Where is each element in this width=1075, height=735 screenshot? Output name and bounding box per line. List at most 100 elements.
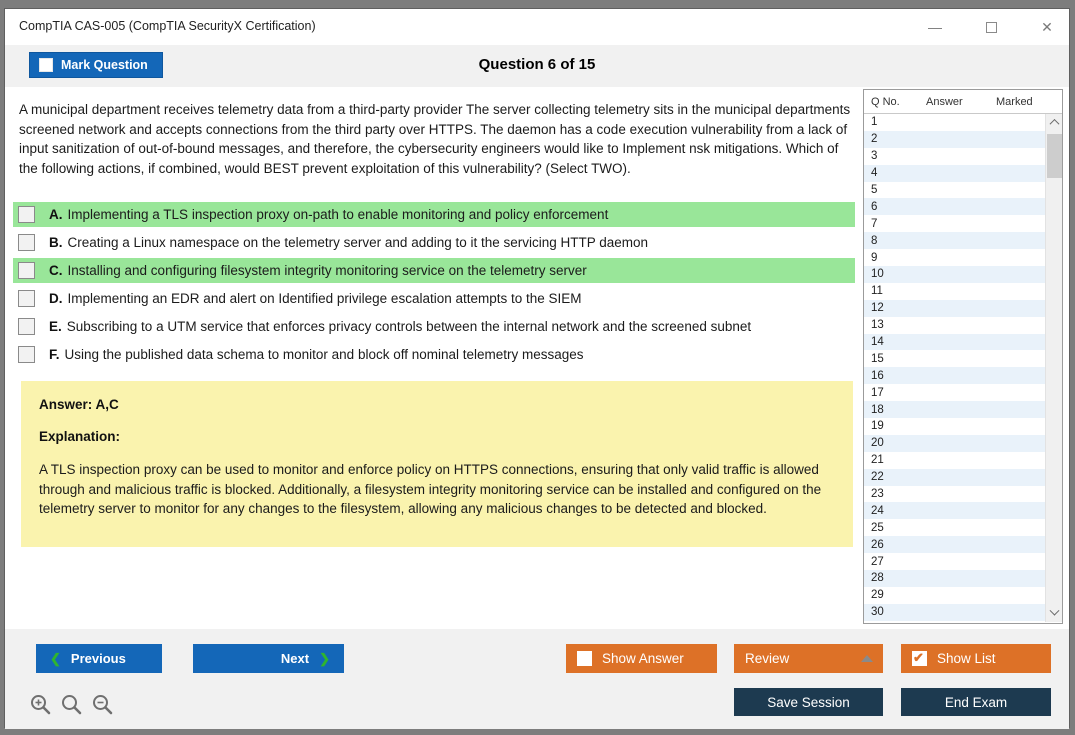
magnifier-icon[interactable] xyxy=(60,693,84,717)
zoom-out-icon[interactable] xyxy=(91,693,115,717)
option-row[interactable]: B. Creating a Linux namespace on the tel… xyxy=(13,230,855,255)
option-checkbox[interactable] xyxy=(18,206,35,223)
show-answer-button[interactable]: Show Answer xyxy=(566,644,717,673)
question-list-row[interactable]: 9 xyxy=(864,249,1045,267)
row-qno: 15 xyxy=(871,352,884,365)
explanation-box: Answer: A,C Explanation: A TLS inspectio… xyxy=(21,381,853,547)
option-text: Using the published data schema to monit… xyxy=(64,347,584,362)
option-checkbox[interactable] xyxy=(18,234,35,251)
close-icon[interactable]: ✕ xyxy=(1041,18,1053,35)
option-text: Subscribing to a UTM service that enforc… xyxy=(66,319,752,334)
question-list-row[interactable]: 15 xyxy=(864,350,1045,368)
option-letter: E. xyxy=(49,319,62,334)
question-list-row[interactable]: 21 xyxy=(864,451,1045,469)
answer-label: Answer: A,C xyxy=(39,397,119,412)
row-qno: 17 xyxy=(871,386,884,399)
show-list-button[interactable]: Show List xyxy=(901,644,1051,673)
explanation-text: A TLS inspection proxy can be used to mo… xyxy=(39,462,822,516)
question-list-row[interactable]: 29 xyxy=(864,586,1045,604)
save-session-button[interactable]: Save Session xyxy=(734,688,883,716)
options-list: A. Implementing a TLS inspection proxy o… xyxy=(13,202,855,370)
question-list-row[interactable]: 14 xyxy=(864,333,1045,351)
question-list-row[interactable]: 26 xyxy=(864,536,1045,554)
question-text: A municipal department receives telemetr… xyxy=(19,102,851,176)
previous-button[interactable]: ❮ Previous xyxy=(36,644,162,673)
option-text: Implementing an EDR and alert on Identif… xyxy=(67,291,582,306)
row-qno: 27 xyxy=(871,555,884,568)
question-list-row[interactable]: 25 xyxy=(864,519,1045,537)
question-list-row[interactable]: 10 xyxy=(864,266,1045,283)
question-list-row[interactable]: 2 xyxy=(864,130,1045,148)
mark-question-checkbox[interactable] xyxy=(39,58,53,72)
question-list-row[interactable]: 5 xyxy=(864,181,1045,199)
question-list-row[interactable]: 22 xyxy=(864,468,1045,486)
question-list-row[interactable]: 3 xyxy=(864,147,1045,165)
option-checkbox[interactable] xyxy=(18,262,35,279)
question-list-row[interactable]: 13 xyxy=(864,316,1045,334)
row-qno: 6 xyxy=(871,200,878,213)
option-letter: A. xyxy=(49,207,63,222)
option-letter: F. xyxy=(49,347,60,362)
end-exam-label: End Exam xyxy=(944,694,1008,710)
option-row[interactable]: A. Implementing a TLS inspection proxy o… xyxy=(13,202,855,227)
option-text: Creating a Linux namespace on the teleme… xyxy=(67,235,649,250)
row-qno: 7 xyxy=(871,217,878,230)
question-list-row[interactable]: 19 xyxy=(864,418,1045,435)
question-list-row[interactable]: 23 xyxy=(864,485,1045,503)
question-list-row[interactable]: 6 xyxy=(864,198,1045,216)
show-answer-checkbox[interactable] xyxy=(577,651,592,666)
row-qno: 18 xyxy=(871,403,884,416)
question-list-row[interactable]: 4 xyxy=(864,164,1045,182)
column-marked: Marked xyxy=(996,95,1033,108)
option-row[interactable]: E. Subscribing to a UTM service that enf… xyxy=(13,314,855,339)
option-text: Implementing a TLS inspection proxy on-p… xyxy=(67,207,609,222)
question-list-row[interactable]: 28 xyxy=(864,570,1045,587)
row-qno: 19 xyxy=(871,420,884,433)
column-qno: Q No. xyxy=(871,95,900,108)
question-list-row[interactable]: 30 xyxy=(864,603,1045,621)
maximize-icon[interactable] xyxy=(983,19,999,35)
scrollbar[interactable] xyxy=(1045,114,1062,622)
scroll-down-icon[interactable] xyxy=(1046,605,1062,622)
row-qno: 25 xyxy=(871,521,884,534)
question-list-row[interactable]: 24 xyxy=(864,502,1045,520)
question-list-row[interactable]: 17 xyxy=(864,384,1045,402)
scrollbar-thumb[interactable] xyxy=(1047,134,1062,178)
next-button[interactable]: Next ❯ xyxy=(193,644,344,673)
option-checkbox[interactable] xyxy=(18,290,35,307)
question-list-row[interactable]: 27 xyxy=(864,553,1045,571)
row-qno: 21 xyxy=(871,454,884,467)
minimize-icon[interactable]: — xyxy=(928,19,942,35)
question-list-row[interactable]: 20 xyxy=(864,434,1045,452)
mark-question-label: Mark Question xyxy=(61,58,148,72)
question-list-row[interactable]: 11 xyxy=(864,282,1045,300)
show-answer-label: Show Answer xyxy=(602,651,684,666)
row-qno: 1 xyxy=(871,116,878,129)
save-session-label: Save Session xyxy=(767,694,850,710)
question-list-row[interactable]: 1 xyxy=(864,114,1045,131)
zoom-in-icon[interactable] xyxy=(29,693,53,717)
option-checkbox[interactable] xyxy=(18,318,35,335)
review-label: Review xyxy=(745,651,790,666)
option-row[interactable]: D. Implementing an EDR and alert on Iden… xyxy=(13,286,855,311)
question-list-row[interactable]: 12 xyxy=(864,299,1045,317)
mark-question-button[interactable]: Mark Question xyxy=(29,52,163,78)
show-list-checkbox[interactable] xyxy=(912,650,927,666)
option-checkbox[interactable] xyxy=(18,346,35,363)
review-dropdown[interactable]: Review xyxy=(734,644,883,673)
window-controls: — ✕ xyxy=(927,13,1055,41)
row-qno: 2 xyxy=(871,133,878,146)
scroll-up-icon[interactable] xyxy=(1046,114,1062,131)
question-list-row[interactable]: 7 xyxy=(864,215,1045,233)
question-list-row[interactable]: 18 xyxy=(864,401,1045,419)
option-letter: B. xyxy=(49,235,63,250)
option-row[interactable]: C. Installing and configuring filesystem… xyxy=(13,258,855,283)
row-qno: 4 xyxy=(871,167,878,180)
option-row[interactable]: F. Using the published data schema to mo… xyxy=(13,342,855,367)
question-list-panel: Q No. Answer Marked 1 2 3 xyxy=(863,89,1063,624)
row-qno: 13 xyxy=(871,319,884,332)
row-qno: 10 xyxy=(871,268,884,281)
question-list-row[interactable]: 16 xyxy=(864,367,1045,385)
end-exam-button[interactable]: End Exam xyxy=(901,688,1051,716)
question-list-row[interactable]: 8 xyxy=(864,232,1045,250)
